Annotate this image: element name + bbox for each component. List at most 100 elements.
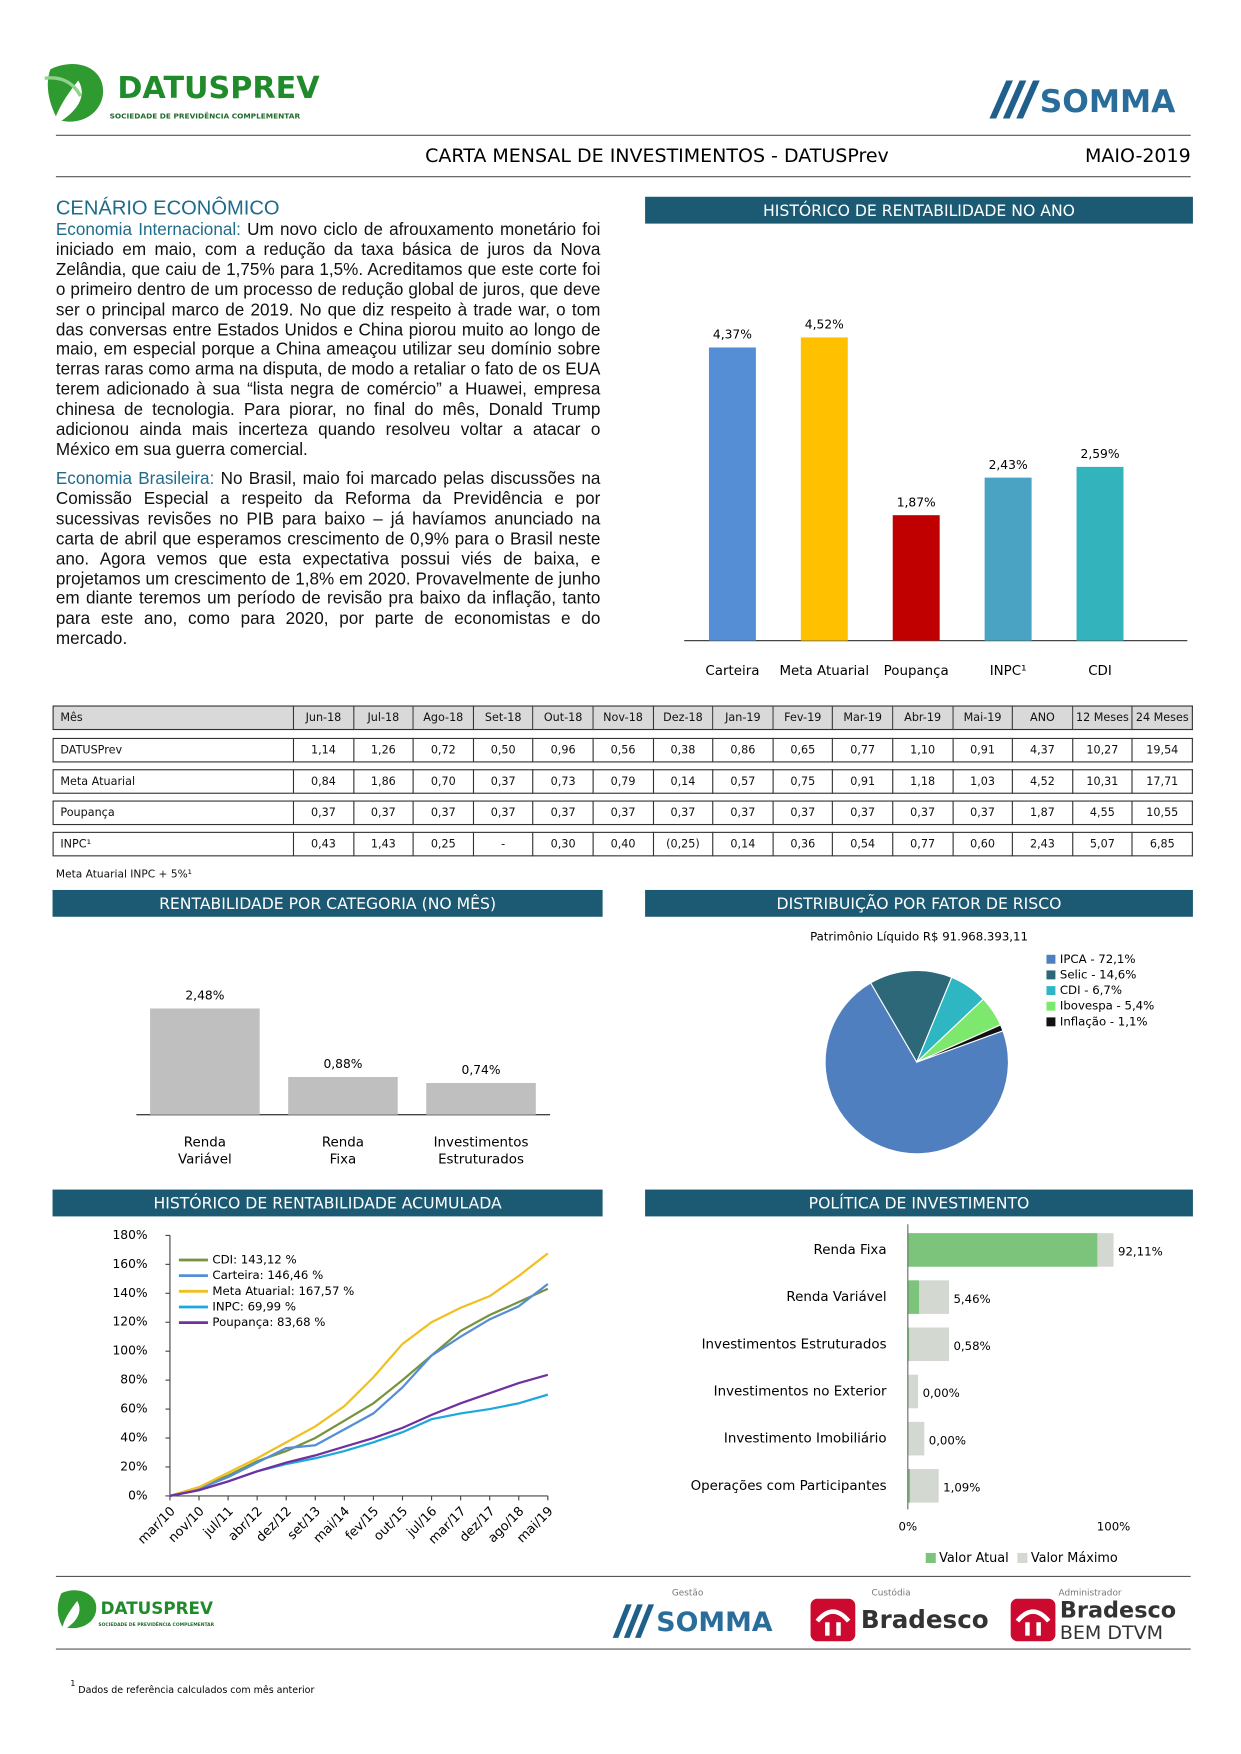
table-row: DATUSPrev 1,14 1,26 0,72 0,50 0,96 0,56 0,38 0,8…: [52, 737, 1193, 763]
bar: [708, 347, 756, 641]
table-row: INPC¹ 0,43 1,43 0,25-0,30 0,40 (0,25) 0,14 0,36…: [52, 831, 1193, 857]
legend-swatch: [1017, 1552, 1028, 1563]
table-cell: 0,38: [653, 737, 714, 763]
legend-label: Ibovespa - 5,4%: [1060, 999, 1154, 1013]
table-cell: Mês: [52, 705, 295, 731]
table-note: Meta Atuarial INPC + 5%¹: [55, 868, 192, 881]
paragraph-lead: Economia Internacional:: [55, 220, 241, 240]
table-cell: Meta Atuarial: [52, 769, 295, 794]
table-cell: 5,07: [1072, 831, 1133, 857]
bradesco-icon: [1010, 1598, 1056, 1642]
bar: [907, 1233, 1098, 1267]
table-cell: 6,85: [1132, 831, 1193, 857]
table-cell: 1,03: [953, 769, 1014, 794]
logo-text: DATUSPREV: [101, 1598, 213, 1618]
table-cell: 0,37: [593, 800, 654, 826]
value-label: 0,88%: [323, 1057, 362, 1071]
value-label: 0,00%: [923, 1386, 960, 1400]
table-cell: 0,37: [413, 800, 474, 826]
table-cell: 0,37: [713, 800, 774, 826]
logo-subtitle: SOCIEDADE DE PREVIDÊNCIA COMPLEMENTAR: [98, 1620, 214, 1628]
footer-caption: Gestão: [672, 1589, 704, 1599]
legend-swatch: [1046, 954, 1056, 964]
category-label: Poupança: [884, 664, 949, 679]
report-period: MAIO-2019: [1085, 145, 1191, 167]
value-label: 5,46%: [953, 1292, 990, 1306]
section-header: [645, 889, 1193, 917]
paragraph: Economia Internacional: Um novo ciclo de…: [56, 220, 600, 460]
bar: [907, 1374, 919, 1409]
bar: [892, 515, 940, 641]
table-cell: Jan-19: [713, 705, 774, 731]
legend-label: CDI: 143,12 %: [212, 1253, 296, 1267]
table-cell: 0,57: [713, 769, 774, 794]
table-cell: 0,37: [473, 800, 534, 826]
logo-subtitle: SOCIEDADE DE PREVIDÊNCIA COMPLEMENTAR: [110, 111, 301, 120]
table-cell: 2,43: [1013, 831, 1073, 857]
footer-bradesco: Bradesco: [1060, 1598, 1176, 1624]
section-header-title: POLÍTICA DE INVESTIMENTO: [809, 1194, 1030, 1213]
legend-swatch: [1046, 986, 1056, 996]
table-cell: 1,87: [1013, 800, 1073, 826]
x-tick-label: 100%: [1097, 1520, 1131, 1534]
table-cell: 0,25: [413, 831, 474, 857]
legend-label: Selic - 14,6%: [1060, 967, 1137, 981]
footer-bem-dtvm: BEM DTVM: [1060, 1622, 1163, 1644]
table-cell: 0,75: [773, 769, 834, 794]
table-cell: 10,55: [1132, 800, 1193, 826]
table-cell: 0,56: [593, 737, 654, 763]
table-cell: 0,37: [893, 800, 954, 826]
category-label: Renda Fixa: [322, 1136, 364, 1168]
value-label: 0,74%: [462, 1063, 501, 1077]
table-cell: 1,14: [294, 737, 354, 763]
legend-label: Valor Atual: [939, 1551, 1009, 1566]
table-cell: INPC¹: [52, 831, 295, 857]
chart-subtitle: Patrimônio Líquido R$ 91.968.393,11: [810, 929, 1028, 943]
pie-slice: [824, 982, 1010, 1155]
somma-text: SOMMA: [1040, 84, 1176, 120]
table-cell: 0,37: [953, 800, 1014, 826]
report-title: CARTA MENSAL DE INVESTIMENTOS - DATUSPre…: [425, 145, 889, 167]
footnote-text: Dados de referência calculados com mês a…: [78, 1685, 314, 1696]
category-label: INPC¹: [990, 664, 1027, 679]
table-cell: 0,84: [294, 769, 354, 794]
y-tick-label: 60%: [120, 1402, 147, 1416]
bar: [288, 1076, 398, 1115]
value-label: 4,37%: [713, 328, 752, 342]
value-label: 92,11%: [1118, 1245, 1163, 1259]
table-cell: 0,37: [353, 800, 414, 826]
somma-logo: SOMMA: [989, 80, 1176, 120]
table-cell: 19,54: [1132, 737, 1193, 763]
table-cell: 4,55: [1072, 800, 1133, 826]
table-cell: 0,40: [593, 831, 654, 857]
legend-label: Inflação - 1,1%: [1060, 1014, 1148, 1028]
section-header: [52, 889, 603, 917]
section-title: CENÁRIO ECONÔMICO: [55, 196, 280, 220]
table-cell: Jul-18: [353, 705, 414, 731]
table-cell: -: [473, 831, 534, 857]
logo-text: DATUSPREV: [117, 71, 320, 106]
table-cell: Set-18: [473, 705, 534, 731]
table-cell: 0,37: [473, 769, 534, 794]
table-cell: Fev-19: [773, 705, 834, 731]
table-cell: 0,96: [533, 737, 594, 763]
bar: [984, 477, 1032, 641]
table-cell: 0,77: [893, 831, 954, 857]
table-cell: 1,86: [353, 769, 414, 794]
line-series: [169, 1287, 549, 1497]
table-cell: Poupança: [52, 800, 295, 826]
section-header: [645, 1189, 1193, 1217]
y-tick-label: 140%: [112, 1286, 147, 1300]
paragraph-lead: Economia Brasileira:: [55, 469, 215, 489]
legend-label: IPCA - 72,1%: [1060, 952, 1136, 966]
y-tick-label: 40%: [120, 1431, 147, 1445]
table-cell: 0,54: [833, 831, 894, 857]
section-header: [645, 196, 1193, 224]
bar: [907, 1327, 949, 1362]
footer-bradesco: Bradesco: [861, 1605, 989, 1634]
footer-somma: SOMMA: [656, 1607, 773, 1638]
table-cell: 0,50: [473, 737, 534, 763]
table-header-row: Mês Jun-18 Jul-18 Ago-18 Set-18 Out-18 Nov-18 D…: [52, 705, 1193, 731]
table-cell: 10,27: [1072, 737, 1133, 763]
